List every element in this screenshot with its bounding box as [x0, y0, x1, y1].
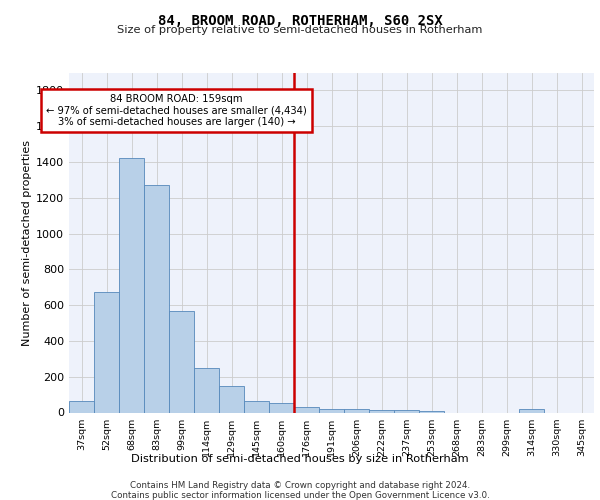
Bar	[169, 310, 194, 412]
Text: 84, BROOM ROAD, ROTHERHAM, S60 2SX: 84, BROOM ROAD, ROTHERHAM, S60 2SX	[158, 14, 442, 28]
Text: Distribution of semi-detached houses by size in Rotherham: Distribution of semi-detached houses by …	[131, 454, 469, 464]
Bar	[119, 158, 144, 412]
Bar	[219, 386, 244, 412]
Bar	[69, 402, 94, 412]
Bar	[419, 411, 444, 412]
Text: 84 BROOM ROAD: 159sqm
← 97% of semi-detached houses are smaller (4,434)
3% of se: 84 BROOM ROAD: 159sqm ← 97% of semi-deta…	[46, 94, 307, 127]
Bar	[319, 408, 344, 412]
Bar	[519, 409, 544, 412]
Bar	[269, 402, 294, 412]
Bar	[194, 368, 219, 412]
Y-axis label: Number of semi-detached properties: Number of semi-detached properties	[22, 140, 32, 346]
Bar	[244, 401, 269, 412]
Bar	[344, 410, 369, 412]
Text: Contains public sector information licensed under the Open Government Licence v3: Contains public sector information licen…	[110, 491, 490, 500]
Bar	[369, 410, 394, 412]
Bar	[94, 292, 119, 412]
Text: Size of property relative to semi-detached houses in Rotherham: Size of property relative to semi-detach…	[118, 25, 482, 35]
Text: Contains HM Land Registry data © Crown copyright and database right 2024.: Contains HM Land Registry data © Crown c…	[130, 481, 470, 490]
Bar	[294, 407, 319, 412]
Bar	[394, 410, 419, 412]
Bar	[144, 185, 169, 412]
